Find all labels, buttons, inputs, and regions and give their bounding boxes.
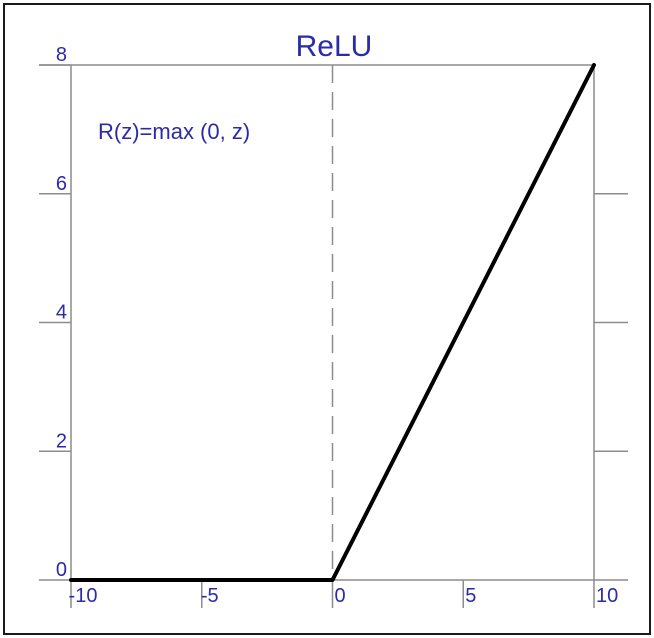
series	[69, 63, 596, 582]
ticks: 0 2 4 6 8 -10 -5 0 5 10	[39, 44, 628, 608]
formula-annotation: R(z)=max (0, z)	[98, 119, 250, 144]
x-tick-label-10: 10	[596, 585, 618, 607]
x-tick-label-0: 0	[335, 585, 346, 607]
y-tick-label-8: 8	[56, 44, 67, 66]
x-tick-label--5: -5	[201, 585, 219, 607]
y-tick-label-0: 0	[56, 559, 67, 581]
y-tick-label-6: 6	[56, 173, 67, 195]
chart-title: ReLU	[296, 30, 373, 63]
relu-series-line	[69, 63, 596, 582]
y-tick-label-4: 4	[56, 302, 67, 324]
y-tick-label-2: 2	[56, 430, 67, 452]
chart-frame	[3, 3, 651, 635]
x-tick-label--10: -10	[69, 585, 98, 607]
x-tick-label-5: 5	[465, 585, 476, 607]
